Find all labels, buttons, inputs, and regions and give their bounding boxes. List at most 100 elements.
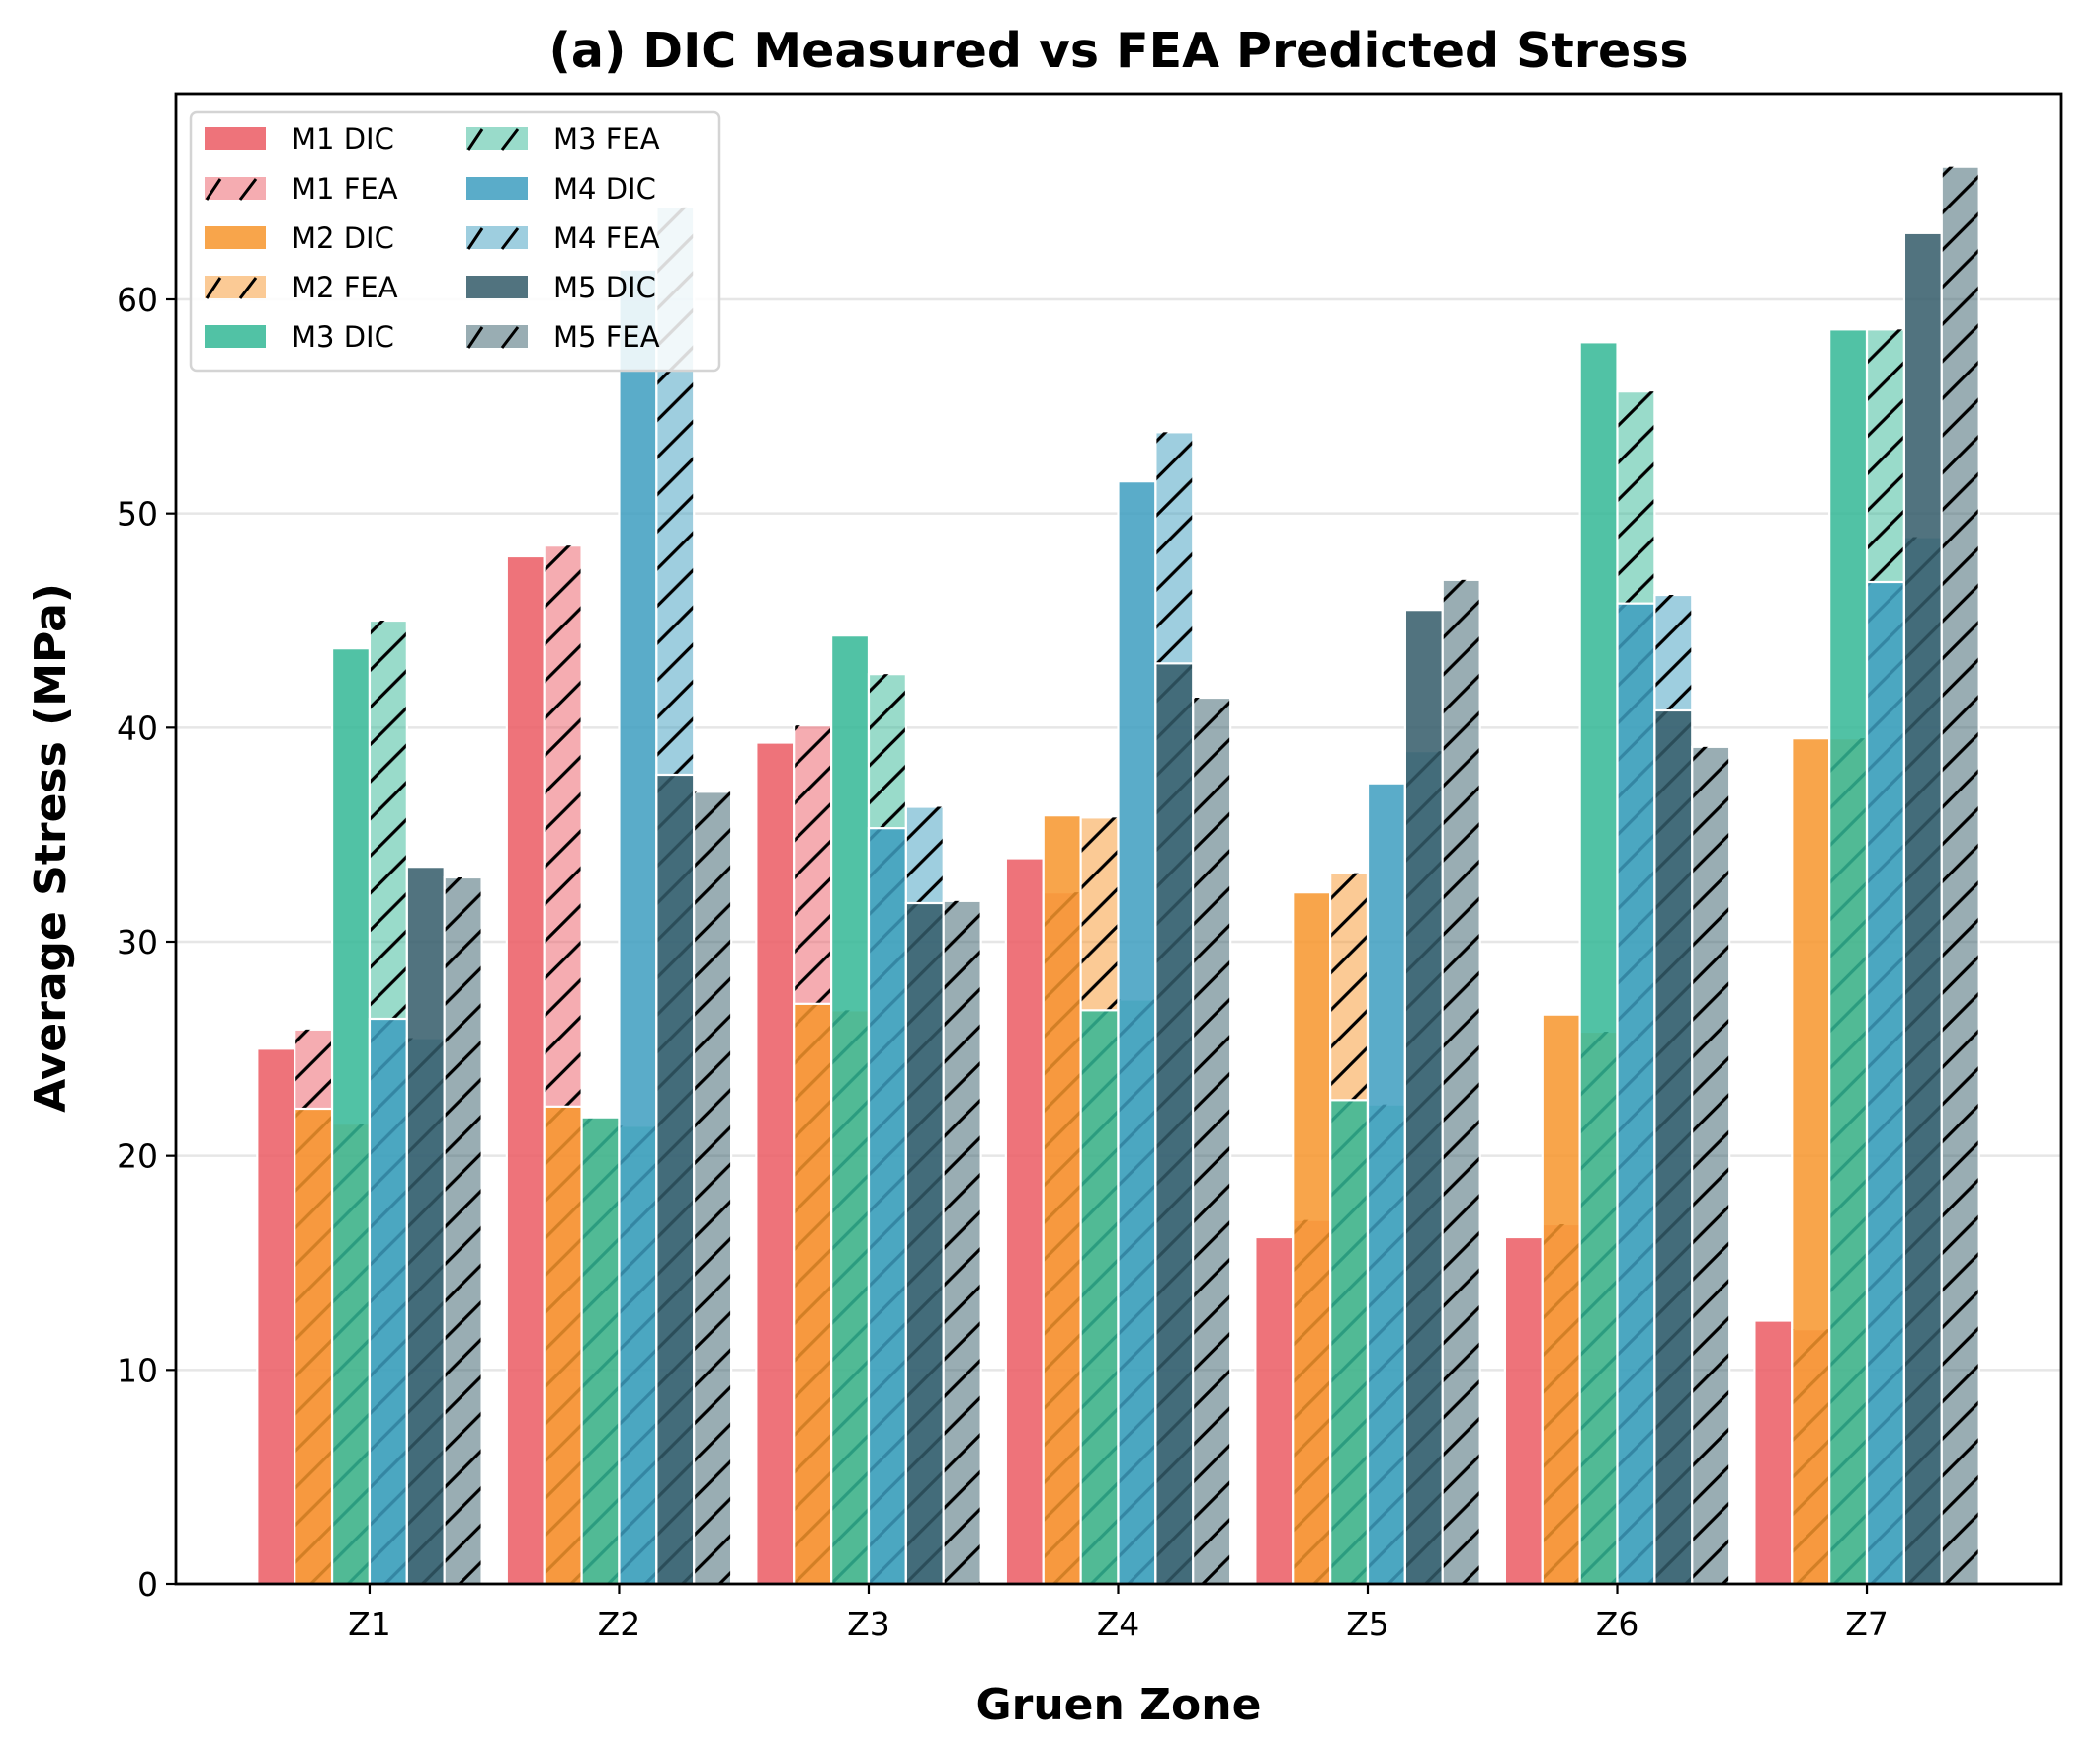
legend-label: M1 FEA xyxy=(292,172,398,206)
bar-hatch xyxy=(695,791,731,1584)
bar xyxy=(1541,1013,1581,1586)
legend-item: M1 FEA xyxy=(205,172,398,206)
bar xyxy=(904,901,945,1586)
y-axis-label: Average Stress (MPa) xyxy=(26,583,76,1113)
bar xyxy=(793,1002,833,1586)
legend-item: M5 DIC xyxy=(466,271,656,304)
x-tick-label: Z1 xyxy=(348,1605,391,1643)
bar xyxy=(330,647,372,1586)
x-tick-label: Z7 xyxy=(1845,1605,1889,1643)
legend-hatch xyxy=(205,277,258,299)
legend-box xyxy=(189,110,721,373)
bar-hatch xyxy=(1194,698,1230,1584)
bar xyxy=(1902,231,1943,1586)
legend-label: M2 DIC xyxy=(292,221,394,255)
bar-hatch xyxy=(1942,166,1978,1585)
y-tick-label: 50 xyxy=(117,495,158,534)
x-axis-label: Gruen Zone xyxy=(976,1680,1262,1730)
legend-item: M5 FEA xyxy=(466,320,660,354)
legend-label: M2 FEA xyxy=(292,271,398,304)
legend-hatch xyxy=(466,128,520,151)
bar xyxy=(1079,1009,1120,1586)
bar xyxy=(368,1017,408,1586)
legend-swatch xyxy=(205,325,266,348)
x-tick-label: Z3 xyxy=(847,1605,890,1643)
series-m5-dic xyxy=(405,231,1943,1586)
x-tick-label: Z4 xyxy=(1097,1605,1140,1643)
legend-swatch xyxy=(205,276,266,298)
bar xyxy=(1154,662,1195,1586)
bar xyxy=(1791,737,1831,1586)
bar xyxy=(1329,1099,1370,1586)
legend-hatch xyxy=(466,326,520,349)
y-tick-label: 0 xyxy=(137,1565,158,1604)
legend-item: M3 DIC xyxy=(205,320,394,354)
bar xyxy=(1865,580,1906,1586)
legend-hatch xyxy=(205,178,258,201)
legend-swatch xyxy=(466,226,528,249)
y-tick-label: 30 xyxy=(117,923,158,961)
bar xyxy=(543,1105,583,1586)
legend-label: M5 DIC xyxy=(553,271,656,304)
legend-item: M4 DIC xyxy=(466,172,656,206)
legend-swatch xyxy=(466,127,528,150)
bar xyxy=(1254,1235,1295,1586)
legend-item: M3 FEA xyxy=(466,123,660,156)
bar xyxy=(1042,814,1082,1586)
bar xyxy=(1366,782,1406,1586)
series-m2-dic xyxy=(294,737,1831,1586)
series-m5-fea xyxy=(443,165,1980,1586)
bar xyxy=(256,1047,296,1586)
legend-hatch xyxy=(466,227,520,250)
bar xyxy=(1653,708,1694,1586)
chart-title: (a) DIC Measured vs FEA Predicted Stress xyxy=(548,23,1688,79)
bar-hatch xyxy=(1693,746,1729,1584)
y-tick-label: 20 xyxy=(117,1137,158,1176)
bar xyxy=(1828,328,1869,1586)
bar xyxy=(1403,609,1444,1586)
bar xyxy=(580,1116,621,1586)
bar xyxy=(1753,1319,1794,1586)
y-tick-label: 60 xyxy=(117,281,158,319)
legend-label: M1 DIC xyxy=(292,123,394,156)
legend-label: M4 FEA xyxy=(553,221,660,255)
legend-item: M2 FEA xyxy=(205,271,398,304)
bar xyxy=(1616,602,1656,1586)
bar xyxy=(755,741,796,1586)
y-ticks: 0 10 20 30 40 50 60 xyxy=(117,281,176,1604)
bar xyxy=(1004,857,1045,1586)
bar xyxy=(1117,480,1157,1586)
bar-hatch xyxy=(1443,579,1479,1584)
legend-label: M4 DIC xyxy=(553,172,656,206)
legend-item: M1 DIC xyxy=(205,123,394,156)
bar xyxy=(1503,1235,1544,1586)
legend-item: M2 DIC xyxy=(205,221,394,255)
bar xyxy=(867,827,907,1586)
legend-item: M4 FEA xyxy=(466,221,660,255)
legend-swatch xyxy=(205,127,266,150)
legend-swatch xyxy=(205,226,266,249)
bar-hatch xyxy=(445,877,481,1584)
legend-label: M3 DIC xyxy=(292,320,394,354)
legend-swatch xyxy=(205,177,266,200)
legend-swatch xyxy=(466,325,528,348)
y-tick-label: 40 xyxy=(117,708,158,747)
bar-hatch xyxy=(944,900,980,1584)
legend-swatch xyxy=(466,177,528,200)
legend-swatch xyxy=(466,276,528,298)
bar xyxy=(655,773,696,1586)
bar xyxy=(1578,341,1619,1586)
x-ticks: Z1 Z2 Z3 Z4 Z5 Z6 Z7 xyxy=(348,1584,1889,1643)
legend-label: M5 FEA xyxy=(553,320,660,354)
legend-label: M3 FEA xyxy=(553,123,660,156)
bar xyxy=(405,866,446,1586)
bar xyxy=(294,1107,334,1586)
x-tick-label: Z2 xyxy=(598,1605,641,1643)
y-tick-label: 10 xyxy=(117,1351,158,1389)
x-tick-label: Z5 xyxy=(1346,1605,1389,1643)
x-tick-label: Z6 xyxy=(1596,1605,1639,1643)
bar xyxy=(618,268,658,1586)
legend: M1 DIC M1 FEA M2 DIC M2 FEA M3 DIC M3 FEA M4 D… xyxy=(189,110,721,373)
bar xyxy=(1292,891,1332,1586)
